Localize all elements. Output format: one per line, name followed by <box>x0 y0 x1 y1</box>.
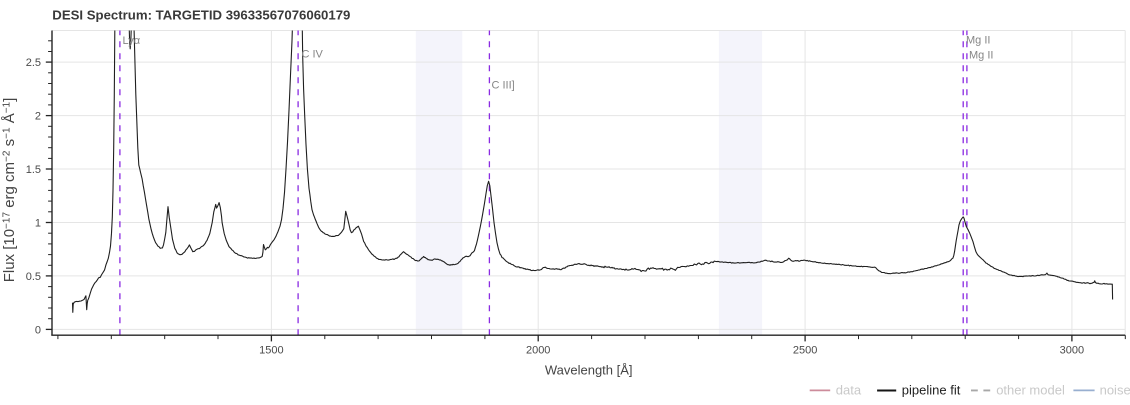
svg-text:C IV: C IV <box>302 49 324 61</box>
svg-text:Mg II: Mg II <box>966 35 990 47</box>
svg-text:1.5: 1.5 <box>26 164 41 176</box>
svg-text:C III]: C III] <box>492 80 515 92</box>
svg-text:2: 2 <box>35 111 41 123</box>
svg-text:Mg II: Mg II <box>969 50 993 62</box>
svg-text:2000: 2000 <box>526 345 550 357</box>
svg-text:1500: 1500 <box>259 345 283 357</box>
svg-text:Flux [10−17 erg cm−2 s−1 Å−1]: Flux [10−17 erg cm−2 s−1 Å−1] <box>1 98 18 283</box>
svg-text:pipeline fit: pipeline fit <box>902 383 961 398</box>
svg-text:Wavelength [Å]: Wavelength [Å] <box>545 363 633 378</box>
svg-text:noise: noise <box>1100 383 1130 398</box>
svg-text:data: data <box>836 383 862 398</box>
svg-text:0.5: 0.5 <box>26 271 41 283</box>
svg-text:DESI Spectrum: TARGETID 396335: DESI Spectrum: TARGETID 3963356707606017… <box>52 8 350 23</box>
svg-text:3000: 3000 <box>1060 345 1084 357</box>
svg-text:2.5: 2.5 <box>26 57 41 69</box>
svg-text:Lyα: Lyα <box>123 35 141 47</box>
svg-text:other model: other model <box>996 383 1065 398</box>
svg-text:1: 1 <box>35 218 41 230</box>
svg-text:2500: 2500 <box>793 345 817 357</box>
svg-text:0: 0 <box>35 324 41 336</box>
